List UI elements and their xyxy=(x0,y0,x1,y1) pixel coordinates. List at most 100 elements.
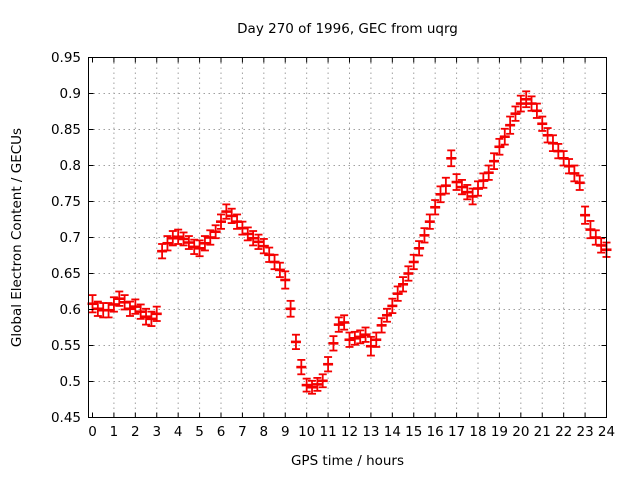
error-bar-point xyxy=(499,127,510,146)
x-tick-label: 11 xyxy=(319,424,336,440)
error-bar-point xyxy=(146,310,157,327)
error-bar-point xyxy=(253,233,264,250)
x-tick-label: 15 xyxy=(405,424,422,440)
error-bar-point xyxy=(328,335,339,352)
x-tick-label: 23 xyxy=(576,424,593,440)
x-tick-label: 10 xyxy=(298,424,315,440)
x-tick-label: 4 xyxy=(174,424,183,440)
error-bar-point xyxy=(408,253,419,271)
error-bar-point xyxy=(210,224,221,240)
error-bar-point xyxy=(398,276,409,293)
y-tick-label: 0.45 xyxy=(51,410,81,426)
error-bar-point xyxy=(141,307,152,326)
error-bar-point xyxy=(537,115,548,132)
error-bar-point xyxy=(430,199,441,216)
error-bar-point xyxy=(521,90,532,109)
y-tick-label: 0.8 xyxy=(60,158,81,174)
error-bar-point xyxy=(296,358,307,376)
x-tick-label: 5 xyxy=(195,424,204,440)
error-bar-point xyxy=(290,333,301,351)
error-bar-point xyxy=(569,164,580,183)
error-bar-point xyxy=(339,314,350,331)
error-bar-point xyxy=(162,235,173,252)
x-tick-label: 12 xyxy=(341,424,358,440)
error-bar-point xyxy=(580,205,591,225)
x-tick-label: 2 xyxy=(131,424,140,440)
error-bar-point xyxy=(92,300,103,317)
error-bar-point xyxy=(317,373,328,389)
error-bar-point xyxy=(248,230,259,247)
x-tick-label: 3 xyxy=(152,424,161,440)
error-bar-point xyxy=(173,228,184,245)
x-tick-label: 8 xyxy=(260,424,269,440)
error-bar-point xyxy=(114,290,125,307)
error-bar-point xyxy=(360,326,371,343)
error-bar-point xyxy=(510,105,521,122)
x-tick-label: 18 xyxy=(469,424,486,440)
error-bar-point xyxy=(596,237,607,254)
error-bar-point xyxy=(301,377,312,393)
y-tick-label: 0.55 xyxy=(51,338,81,354)
error-bar-point xyxy=(440,176,451,195)
x-tick-label: 1 xyxy=(110,424,119,440)
error-bar-point xyxy=(108,296,119,313)
y-tick-label: 0.6 xyxy=(60,302,81,318)
error-bar-point xyxy=(446,149,457,168)
error-bar-point xyxy=(505,115,516,135)
x-tick-label: 9 xyxy=(281,424,290,440)
x-tick-label: 13 xyxy=(362,424,379,440)
y-tick-label: 0.7 xyxy=(60,230,81,246)
x-axis-label: GPS time / hours xyxy=(291,453,404,469)
error-bar-point xyxy=(547,134,558,153)
error-bar-point xyxy=(103,302,114,319)
error-bar-point xyxy=(381,307,392,323)
y-tick-label: 0.9 xyxy=(60,86,81,102)
error-bar-point xyxy=(183,235,194,250)
error-bar-point xyxy=(274,261,285,279)
error-bar-point xyxy=(199,235,210,252)
y-tick-label: 0.75 xyxy=(51,194,81,210)
error-bar-point xyxy=(242,226,253,242)
y-tick-label: 0.5 xyxy=(60,374,81,390)
y-tick-label: 0.65 xyxy=(51,266,81,282)
error-bar-point xyxy=(285,299,296,318)
error-bar-point xyxy=(280,270,291,290)
y-tick-label: 0.85 xyxy=(51,122,81,138)
x-tick-label: 20 xyxy=(512,424,529,440)
error-bar-point xyxy=(489,152,500,171)
error-bar-point xyxy=(451,173,462,191)
error-bar-point xyxy=(456,178,467,196)
x-tick-label: 14 xyxy=(384,424,401,440)
error-bar-point xyxy=(323,356,334,373)
x-tick-label: 6 xyxy=(217,424,226,440)
error-bar-point xyxy=(355,329,366,345)
x-tick-label: 21 xyxy=(534,424,551,440)
y-axis-label: Global Electron Content / GECUs xyxy=(9,128,25,347)
error-bar-point xyxy=(312,376,323,392)
x-tick-label: 22 xyxy=(555,424,572,440)
error-bar-point xyxy=(483,164,494,181)
x-tick-label: 7 xyxy=(238,424,247,440)
error-bar-point xyxy=(424,213,435,230)
error-bar-point xyxy=(135,303,146,320)
chart-title: Day 270 of 1996, GEC from uqrg xyxy=(237,21,458,37)
error-bar-point xyxy=(151,305,162,322)
error-bar-point xyxy=(178,231,189,247)
tick-label-layer: 0 1 2 3 4 5 6 7 8 9 10 11 12 13 14 15 16 17 18 19 20 21 22 23 24… xyxy=(51,50,615,440)
error-bar-point xyxy=(531,102,542,119)
error-bar-point xyxy=(414,240,425,257)
error-bar-point xyxy=(462,184,473,201)
x-tick-label: 17 xyxy=(448,424,465,440)
axis-layer xyxy=(88,57,607,418)
error-bar-point xyxy=(515,94,526,113)
error-bar-point xyxy=(124,300,135,317)
error-bar-point xyxy=(307,379,318,395)
error-bar-point xyxy=(205,229,216,246)
error-bar-point xyxy=(349,330,360,346)
error-bar-point xyxy=(376,317,387,334)
x-tick-label: 24 xyxy=(598,424,615,440)
error-bar-point xyxy=(216,213,226,230)
x-tick-label: 0 xyxy=(88,424,97,440)
